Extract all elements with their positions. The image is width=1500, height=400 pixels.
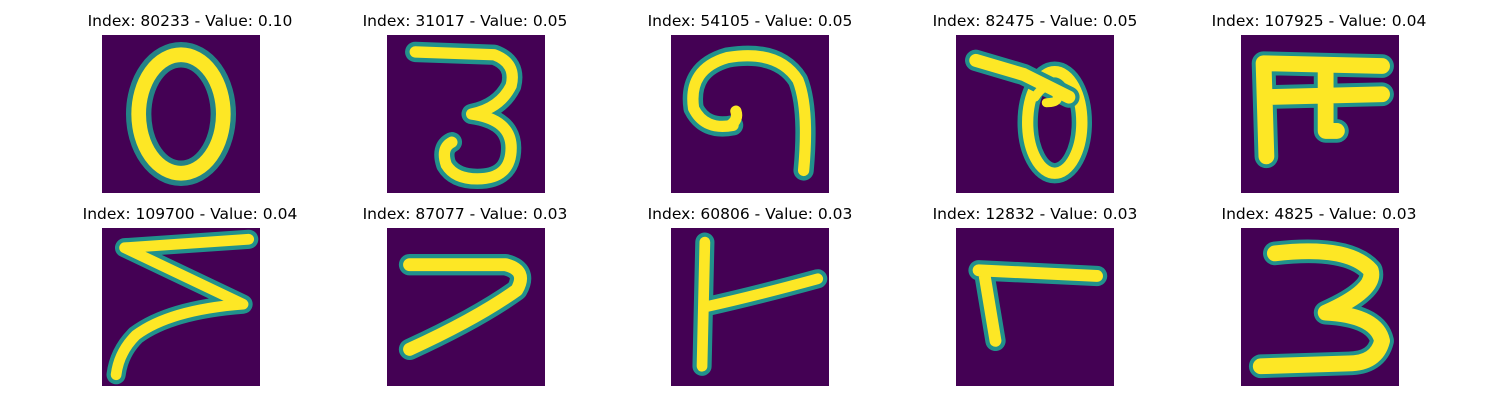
panel-title: Index: 54105 - Value: 0.05 [647, 12, 853, 30]
panel-title: Index: 82475 - Value: 0.05 [932, 12, 1138, 30]
digit-image-8 [956, 35, 1114, 193]
panel-title: Index: 87077 - Value: 0.03 [362, 205, 568, 223]
panel-title: Index: 107925 - Value: 0.04 [1211, 12, 1427, 30]
digit-image-3 [387, 35, 545, 193]
digit-image-7 [387, 228, 545, 386]
panel-title: Index: 31017 - Value: 0.05 [362, 12, 568, 30]
digit-image-0 [102, 35, 260, 193]
panel-title: Index: 4825 - Value: 0.03 [1221, 205, 1417, 223]
panel-title: Index: 80233 - Value: 0.10 [87, 12, 293, 30]
panel-title: Index: 12832 - Value: 0.03 [932, 205, 1138, 223]
digit-image-z-shape [102, 228, 260, 386]
panel-title: Index: 109700 - Value: 0.04 [82, 205, 298, 223]
panel-title: Index: 60806 - Value: 0.03 [647, 205, 853, 223]
digit-image-9 [671, 35, 829, 193]
digit-image-7-rotated [956, 228, 1114, 386]
digit-image-3-bold [1241, 228, 1399, 386]
digit-image-m-shape [1241, 35, 1399, 193]
digit-image-t-shape [671, 228, 829, 386]
